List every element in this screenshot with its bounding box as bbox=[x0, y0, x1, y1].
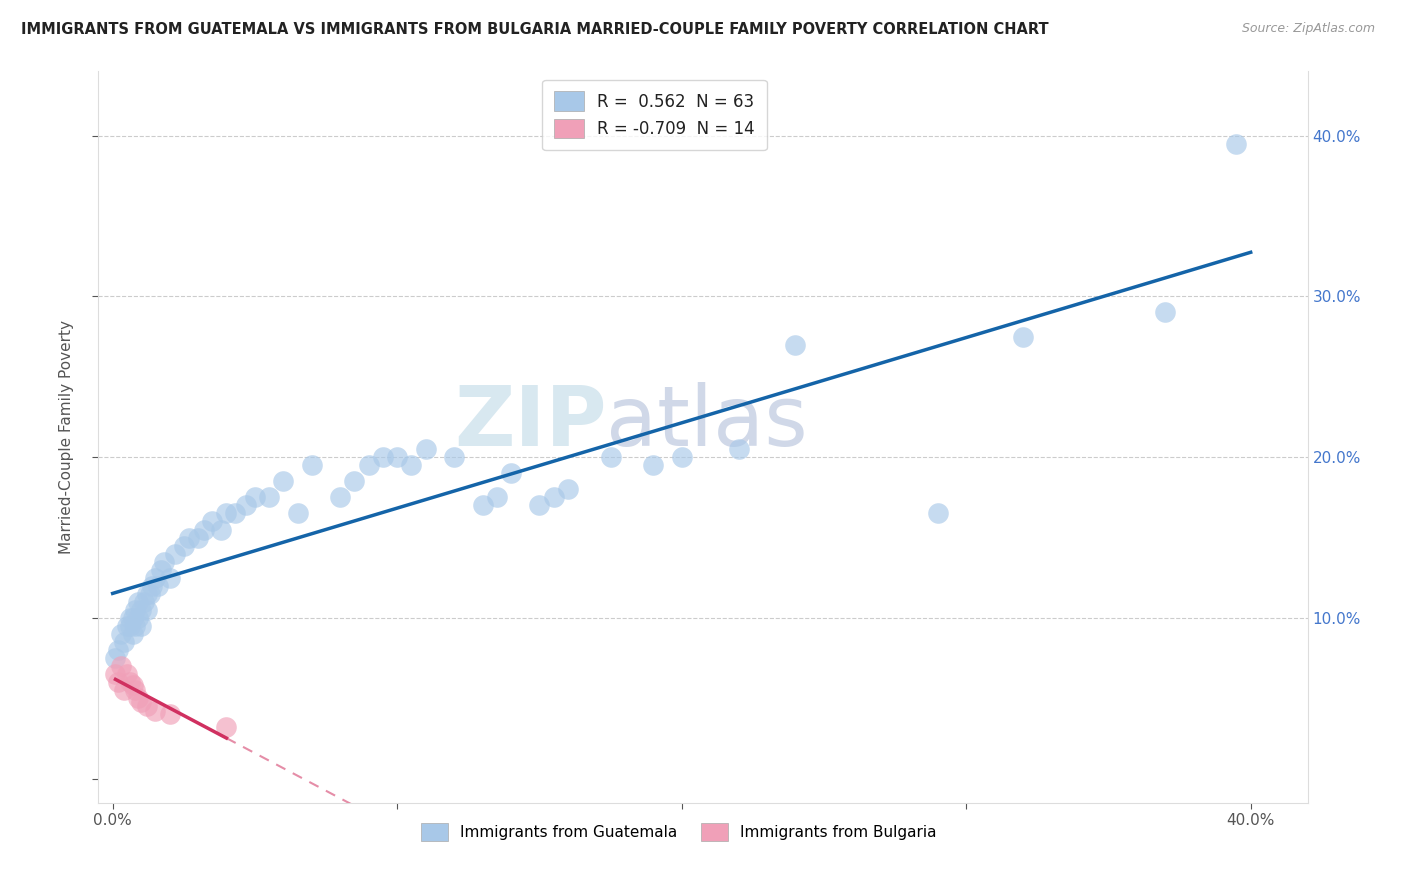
Text: atlas: atlas bbox=[606, 382, 808, 463]
Point bbox=[121, 611, 143, 625]
Point bbox=[118, 619, 141, 633]
Point bbox=[107, 675, 129, 690]
Point bbox=[121, 678, 143, 692]
Point bbox=[287, 507, 309, 521]
Point bbox=[173, 539, 195, 553]
Point bbox=[112, 683, 135, 698]
Point bbox=[785, 337, 807, 351]
Point bbox=[153, 555, 176, 569]
Point bbox=[104, 667, 127, 681]
Point bbox=[357, 458, 380, 473]
Point bbox=[485, 491, 508, 505]
Point bbox=[343, 475, 366, 489]
Point bbox=[235, 499, 257, 513]
Point bbox=[135, 603, 157, 617]
Point bbox=[1225, 136, 1247, 151]
Point bbox=[159, 707, 181, 722]
Point bbox=[110, 627, 132, 641]
Point bbox=[371, 450, 394, 465]
Point bbox=[118, 611, 141, 625]
Point bbox=[215, 720, 238, 734]
Point bbox=[671, 450, 693, 465]
Point bbox=[115, 619, 138, 633]
Point bbox=[118, 675, 141, 690]
Point bbox=[329, 491, 352, 505]
Point bbox=[112, 635, 135, 649]
Text: IMMIGRANTS FROM GUATEMALA VS IMMIGRANTS FROM BULGARIA MARRIED-COUPLE FAMILY POVE: IMMIGRANTS FROM GUATEMALA VS IMMIGRANTS … bbox=[21, 22, 1049, 37]
Point bbox=[201, 515, 224, 529]
Point bbox=[415, 442, 437, 457]
Point bbox=[124, 619, 146, 633]
Point bbox=[124, 603, 146, 617]
Point bbox=[165, 547, 187, 561]
Point bbox=[209, 523, 232, 537]
Point bbox=[150, 563, 173, 577]
Point bbox=[132, 595, 155, 609]
Legend: Immigrants from Guatemala, Immigrants from Bulgaria: Immigrants from Guatemala, Immigrants fr… bbox=[412, 814, 946, 850]
Point bbox=[159, 571, 181, 585]
Point bbox=[127, 691, 149, 706]
Point bbox=[273, 475, 295, 489]
Point bbox=[301, 458, 323, 473]
Point bbox=[129, 619, 152, 633]
Point bbox=[115, 667, 138, 681]
Text: Source: ZipAtlas.com: Source: ZipAtlas.com bbox=[1241, 22, 1375, 36]
Point bbox=[124, 683, 146, 698]
Point bbox=[127, 595, 149, 609]
Point bbox=[110, 659, 132, 673]
Point bbox=[529, 499, 551, 513]
Point bbox=[127, 611, 149, 625]
Point bbox=[727, 442, 749, 457]
Point bbox=[135, 587, 157, 601]
Point bbox=[1012, 329, 1035, 343]
Point bbox=[599, 450, 621, 465]
Point bbox=[193, 523, 215, 537]
Point bbox=[146, 579, 169, 593]
Point bbox=[129, 603, 152, 617]
Point bbox=[385, 450, 408, 465]
Point bbox=[499, 467, 522, 481]
Point bbox=[643, 458, 665, 473]
Point bbox=[557, 483, 579, 497]
Point bbox=[141, 579, 163, 593]
Point bbox=[1154, 305, 1177, 319]
Point bbox=[215, 507, 238, 521]
Point bbox=[543, 491, 565, 505]
Point bbox=[471, 499, 494, 513]
Point bbox=[107, 643, 129, 657]
Point bbox=[443, 450, 465, 465]
Point bbox=[927, 507, 949, 521]
Point bbox=[104, 651, 127, 665]
Point bbox=[224, 507, 246, 521]
Point bbox=[243, 491, 266, 505]
Point bbox=[138, 587, 160, 601]
Point bbox=[257, 491, 280, 505]
Point bbox=[135, 699, 157, 714]
Text: ZIP: ZIP bbox=[454, 382, 606, 463]
Point bbox=[401, 458, 423, 473]
Y-axis label: Married-Couple Family Poverty: Married-Couple Family Poverty bbox=[59, 320, 75, 554]
Point bbox=[143, 571, 166, 585]
Point bbox=[187, 531, 209, 545]
Point bbox=[129, 694, 152, 708]
Point bbox=[121, 627, 143, 641]
Point bbox=[143, 704, 166, 718]
Point bbox=[179, 531, 201, 545]
